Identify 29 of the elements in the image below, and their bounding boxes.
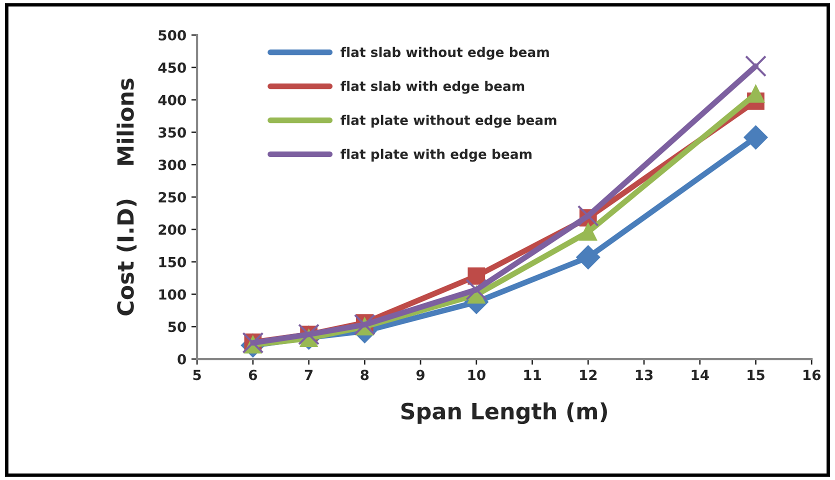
legend-label: flat plate without edge beam: [340, 114, 556, 128]
x-tick-label: 13: [636, 370, 653, 380]
x-tick-label: 14: [692, 370, 709, 380]
legend-label: flat plate with edge beam: [340, 148, 532, 162]
y-axis-title: Cost (I.D) Milions: [116, 78, 137, 316]
y-tick-label: 400: [158, 94, 186, 106]
x-tick-label: 8: [360, 370, 369, 380]
y-tick-label: 200: [158, 224, 186, 235]
x-tick-label: 16: [804, 370, 821, 380]
x-tick-label: 6: [248, 370, 258, 380]
y-tick-label: 0: [178, 354, 186, 365]
x-tick-label: 9: [416, 370, 424, 380]
y-tick-label: 250: [158, 192, 186, 203]
legend-label: flat slab without edge beam: [340, 46, 549, 60]
y-tick-label: 300: [158, 160, 186, 170]
x-tick-label: 15: [748, 370, 764, 380]
x-tick-label: 12: [580, 370, 597, 380]
legend-label: flat slab with edge beam: [340, 80, 524, 94]
y-tick-label: 150: [159, 256, 186, 268]
y-tick-label: 50: [168, 322, 186, 332]
x-tick-label: 7: [304, 370, 313, 380]
y-tick-label: 500: [158, 30, 186, 41]
y-tick-label: 350: [158, 127, 186, 138]
y-tick-label: 450: [158, 62, 186, 73]
x-tick-label: 10: [468, 370, 486, 380]
y-tick-label: 100: [159, 289, 186, 300]
x-tick-label: 11: [524, 370, 541, 380]
x-tick-label: 5: [193, 370, 201, 380]
x-axis-title: Span Length (m): [401, 402, 607, 424]
